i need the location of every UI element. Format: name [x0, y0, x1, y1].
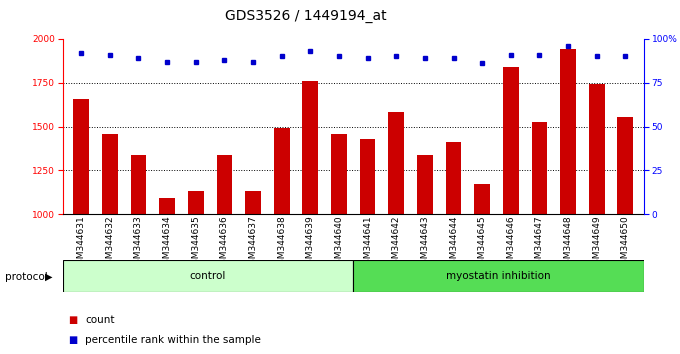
- Text: myostatin inhibition: myostatin inhibition: [446, 271, 551, 281]
- Bar: [131, 155, 146, 214]
- Bar: [445, 142, 461, 214]
- Text: GDS3526 / 1449194_at: GDS3526 / 1449194_at: [225, 9, 387, 23]
- Bar: [188, 192, 203, 214]
- Bar: [63, 260, 353, 292]
- Text: percentile rank within the sample: percentile rank within the sample: [85, 335, 261, 345]
- Text: protocol: protocol: [5, 272, 48, 282]
- Bar: [353, 260, 644, 292]
- Text: ■: ■: [68, 315, 78, 325]
- Text: count: count: [85, 315, 114, 325]
- Bar: [102, 135, 118, 214]
- Bar: [589, 84, 605, 214]
- Bar: [216, 155, 233, 214]
- Bar: [303, 81, 318, 214]
- Bar: [245, 192, 261, 214]
- Bar: [560, 50, 576, 214]
- Bar: [617, 117, 633, 214]
- Bar: [474, 184, 490, 214]
- Bar: [159, 198, 175, 214]
- Bar: [417, 155, 432, 214]
- Bar: [532, 122, 547, 214]
- Text: control: control: [190, 271, 226, 281]
- Bar: [503, 67, 519, 214]
- Text: ■: ■: [68, 335, 78, 345]
- Bar: [360, 139, 375, 214]
- Bar: [274, 128, 290, 214]
- Bar: [73, 98, 89, 214]
- Bar: [331, 133, 347, 214]
- Text: ▶: ▶: [45, 272, 53, 282]
- Bar: [388, 112, 404, 214]
